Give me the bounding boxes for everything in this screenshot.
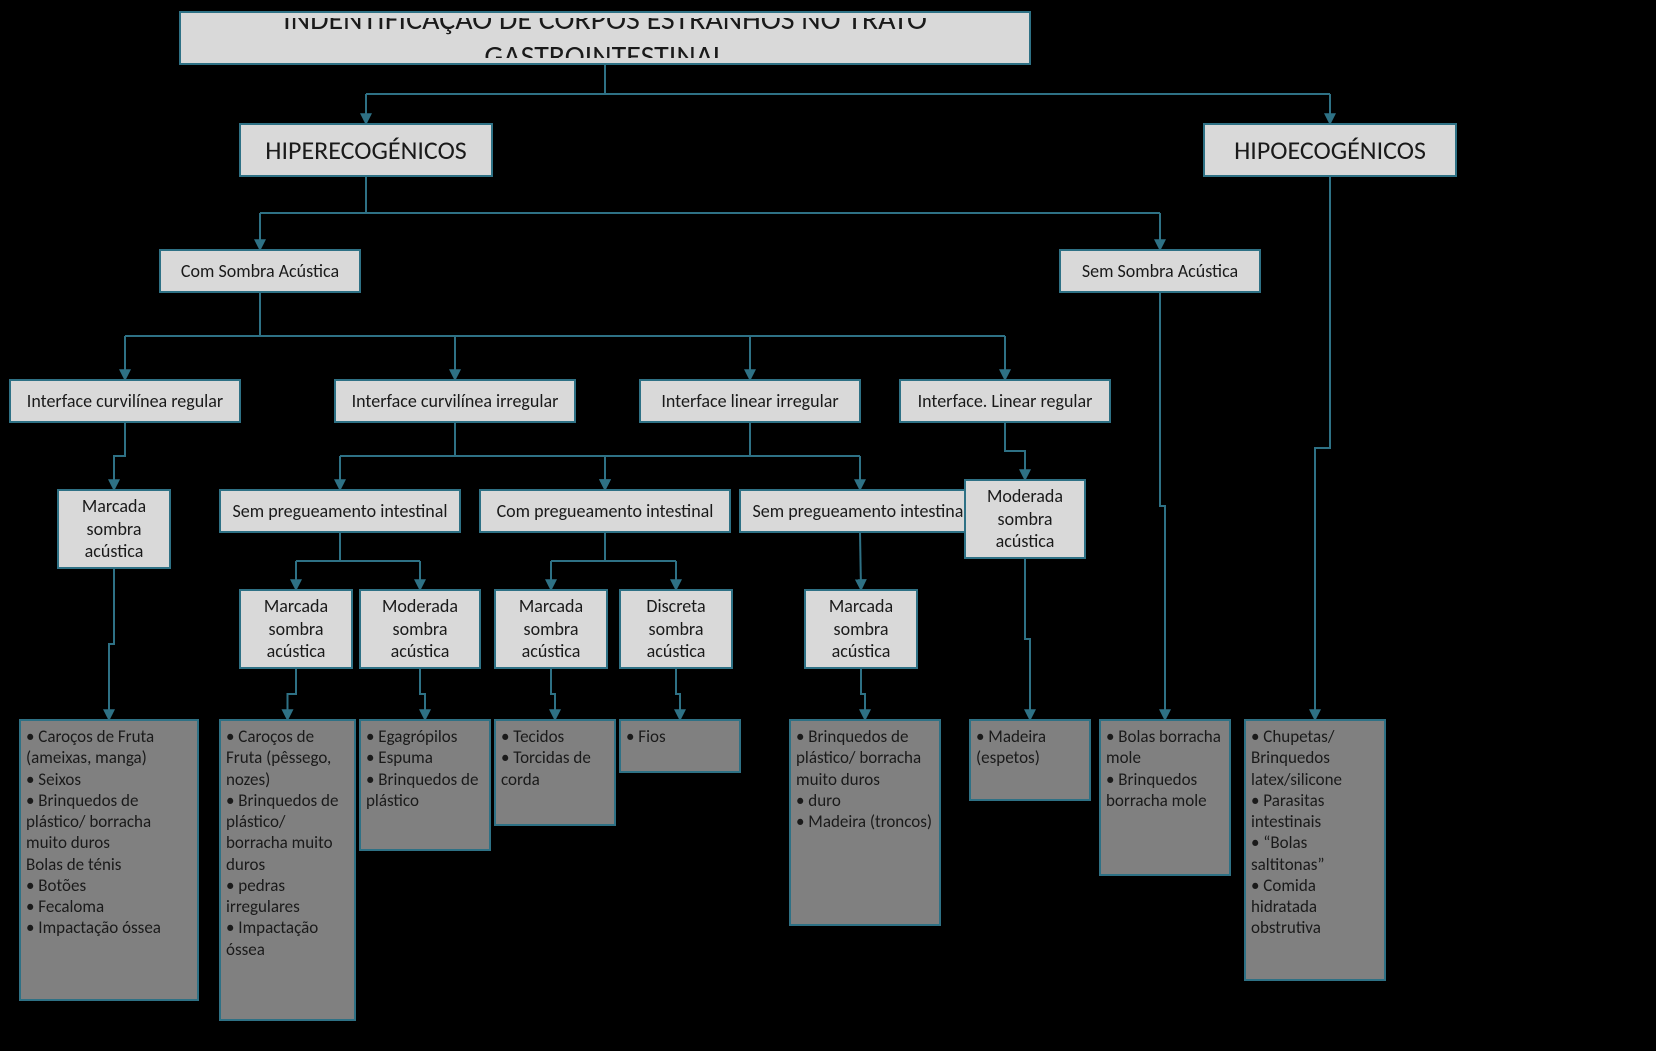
node-icr: Interface curvilínea regular xyxy=(10,380,240,422)
node-label-dsa: Discreta sombra acústica xyxy=(626,596,726,662)
node-comSA: Com Sombra Acústica xyxy=(160,250,360,292)
node-out3: • Egagrópilos • Espuma • Brinquedos de p… xyxy=(360,720,490,850)
node-out8: • Bolas borracha mole • Brinquedos borra… xyxy=(1100,720,1230,875)
node-label-msa1: Marcada sombra acústica xyxy=(64,496,164,562)
node-label-modsa_r: Moderada sombra acústica xyxy=(971,486,1079,552)
node-label-cpi: Com pregueamento intestinal xyxy=(486,496,724,526)
node-label-out6: • Brinquedos de plástico/ borracha muito… xyxy=(796,726,934,919)
node-title: INDENTIFICAÇÃO DE CORPOS ESTRANHOS NO TR… xyxy=(180,12,1030,64)
node-out5: • Fios xyxy=(620,720,740,772)
flowchart-canvas: INDENTIFICAÇÃO DE CORPOS ESTRANHOS NO TR… xyxy=(0,0,1656,1051)
node-msa2: Marcada sombra acústica xyxy=(240,590,352,668)
node-out1: • Caroços de Fruta (ameixas, manga) • Se… xyxy=(20,720,198,1000)
node-msa4: Marcada sombra acústica xyxy=(805,590,917,668)
node-modsa_r: Moderada sombra acústica xyxy=(965,480,1085,558)
node-msa1: Marcada sombra acústica xyxy=(58,490,170,568)
node-label-semSA: Sem Sombra Acústica xyxy=(1066,256,1254,286)
node-spi1: Sem pregueamento intestinal xyxy=(220,490,460,532)
node-label-spi1: Sem pregueamento intestinal xyxy=(226,496,454,526)
node-label-ilr: Interface. Linear regular xyxy=(906,386,1104,416)
node-label-icr: Interface curvilínea regular xyxy=(16,386,234,416)
node-label-out7: • Madeira (espetos) xyxy=(976,726,1084,794)
node-out2: • Caroços de Fruta (pêssego, nozes) • Br… xyxy=(220,720,355,1020)
node-label-msa3: Marcada sombra acústica xyxy=(501,596,601,662)
node-label-out9: • Chupetas/ Brinquedos latex/silicone • … xyxy=(1251,726,1379,974)
node-label-title: INDENTIFICAÇÃO DE CORPOS ESTRANHOS NO TR… xyxy=(186,18,1024,58)
node-label-hiper: HIPERECOGÉNICOS xyxy=(246,130,486,170)
node-label-ili: Interface linear irregular xyxy=(646,386,854,416)
node-label-out5: • Fios xyxy=(626,726,734,766)
node-modsa2: Moderada sombra acústica xyxy=(360,590,480,668)
node-out7: • Madeira (espetos) xyxy=(970,720,1090,800)
node-label-out8: • Bolas borracha mole • Brinquedos borra… xyxy=(1106,726,1224,869)
node-cpi: Com pregueamento intestinal xyxy=(480,490,730,532)
node-out4: • Tecidos • Torcidas de corda xyxy=(495,720,615,825)
node-out6: • Brinquedos de plástico/ borracha muito… xyxy=(790,720,940,925)
node-label-modsa2: Moderada sombra acústica xyxy=(366,596,474,662)
node-label-hipo: HIPOECOGÉNICOS xyxy=(1210,130,1450,170)
node-label-out1: • Caroços de Fruta (ameixas, manga) • Se… xyxy=(26,726,192,994)
node-ili: Interface linear irregular xyxy=(640,380,860,422)
node-ilr: Interface. Linear regular xyxy=(900,380,1110,422)
node-label-msa4: Marcada sombra acústica xyxy=(811,596,911,662)
node-dsa: Discreta sombra acústica xyxy=(620,590,732,668)
node-out9: • Chupetas/ Brinquedos latex/silicone • … xyxy=(1245,720,1385,980)
node-label-out3: • Egagrópilos • Espuma • Brinquedos de p… xyxy=(366,726,484,844)
node-msa3: Marcada sombra acústica xyxy=(495,590,607,668)
node-hipo: HIPOECOGÉNICOS xyxy=(1204,124,1456,176)
node-ici: Interface curvilínea irregular xyxy=(335,380,575,422)
node-label-msa2: Marcada sombra acústica xyxy=(246,596,346,662)
node-semSA: Sem Sombra Acústica xyxy=(1060,250,1260,292)
node-label-ici: Interface curvilínea irregular xyxy=(341,386,569,416)
node-hiper: HIPERECOGÉNICOS xyxy=(240,124,492,176)
node-label-out2: • Caroços de Fruta (pêssego, nozes) • Br… xyxy=(226,726,349,1014)
node-label-comSA: Com Sombra Acústica xyxy=(166,256,354,286)
node-spi2: Sem pregueamento intestinal xyxy=(740,490,980,532)
node-label-out4: • Tecidos • Torcidas de corda xyxy=(501,726,609,819)
node-label-spi2: Sem pregueamento intestinal xyxy=(746,496,974,526)
